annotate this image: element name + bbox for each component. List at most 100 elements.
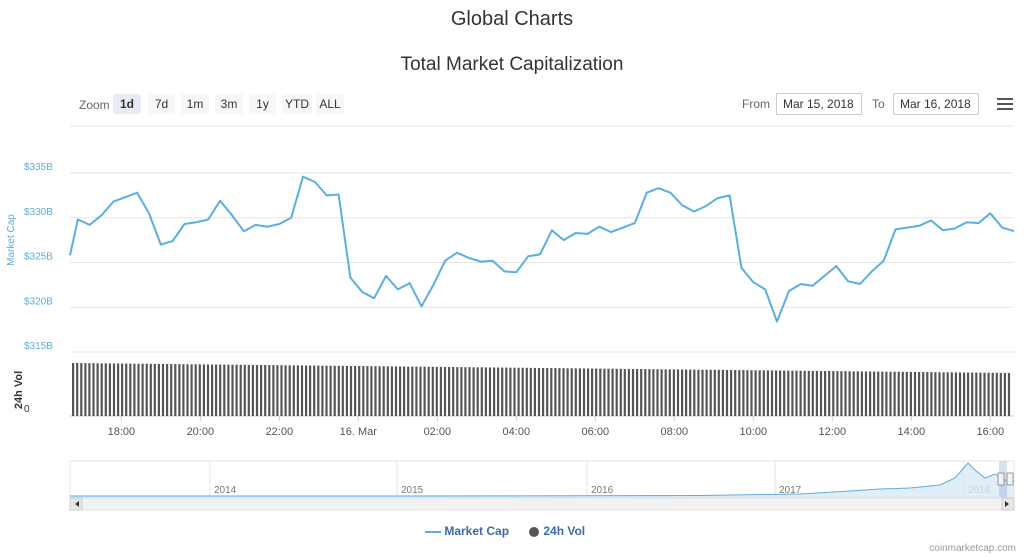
volume-bar: [758, 370, 761, 416]
volume-bar: [574, 368, 577, 416]
legend-24h-vol[interactable]: 24h Vol: [528, 524, 585, 538]
navigator-handle-left[interactable]: [997, 472, 1005, 486]
volume-bar: [464, 367, 467, 416]
volume-bar: [885, 371, 888, 416]
volume-bar: [799, 370, 802, 416]
volume-bar: [803, 370, 806, 416]
volume-bar: [300, 365, 304, 416]
volume-bar: [717, 369, 720, 416]
volume-bar: [505, 367, 508, 416]
x-tick-label: 02:00: [424, 426, 452, 438]
volume-bar: [566, 368, 569, 416]
volume-bar: [725, 370, 729, 416]
x-tick-label: 20:00: [187, 426, 215, 438]
volume-bar: [963, 372, 966, 416]
volume-bar: [235, 364, 238, 416]
volume-bar: [145, 363, 148, 416]
volume-bar: [411, 366, 414, 416]
volume-bar: [509, 367, 512, 416]
volume-bar: [836, 371, 839, 416]
line-swatch-icon: [425, 530, 441, 533]
navigator-handle-right[interactable]: [1006, 472, 1014, 486]
volume-bar: [366, 366, 369, 416]
volume-bar: [713, 369, 716, 416]
volume-bar: [174, 364, 177, 416]
zoom-all-button[interactable]: ALL: [316, 94, 344, 114]
navigator-series-area: [70, 463, 1014, 497]
volume-bar: [92, 363, 95, 416]
legend-24h-vol-label: 24h Vol: [543, 524, 586, 538]
volume-bar: [276, 365, 279, 416]
volume-bar: [750, 370, 753, 416]
from-date-input[interactable]: Mar 15, 2018: [776, 93, 862, 115]
volume-bar: [76, 363, 79, 416]
volume-bar: [260, 365, 263, 416]
volume-bar: [844, 371, 847, 416]
volume-bar: [288, 365, 291, 416]
zoom-1d-button[interactable]: 1d: [113, 94, 141, 114]
x-tick-label: 14:00: [898, 426, 926, 438]
volume-bar: [190, 364, 193, 416]
volume-bar: [824, 371, 827, 416]
volume-bar: [80, 363, 83, 416]
x-tick-label: 16:00: [977, 426, 1005, 438]
x-tick-label: 06:00: [582, 426, 610, 438]
x-tick-label: 12:00: [819, 426, 847, 438]
volume-bar: [636, 369, 639, 416]
volume-bar: [321, 365, 324, 416]
volume-bar: [676, 369, 680, 416]
volume-bar: [971, 372, 974, 416]
volume-bar: [640, 369, 643, 416]
volume-bar: [194, 364, 197, 416]
volume-bar: [623, 368, 626, 416]
volume-bar: [439, 366, 442, 416]
volume-bar: [913, 372, 917, 416]
volume-bar: [672, 369, 675, 416]
volume-bar: [186, 364, 189, 416]
volume-bar: [958, 372, 962, 416]
volume-bar: [108, 363, 111, 416]
navigator-year-label: 2016: [591, 485, 614, 496]
volume-bar: [178, 364, 181, 416]
volume-bar: [995, 372, 998, 416]
volume-bar: [317, 365, 320, 416]
volume-bar: [668, 369, 671, 416]
zoom-7d-button[interactable]: 7d: [148, 94, 175, 114]
volume-bar: [889, 371, 892, 416]
volume-bar: [705, 369, 708, 416]
volume-bar: [856, 371, 859, 416]
volume-bar: [362, 366, 365, 416]
credit-link[interactable]: coinmarketcap.com: [929, 543, 1016, 554]
volume-bar: [819, 371, 823, 416]
volume-bar: [403, 366, 406, 416]
zoom-1m-button[interactable]: 1m: [181, 94, 209, 114]
volume-bar: [112, 363, 116, 416]
scrollbar-track[interactable]: [69, 497, 1015, 511]
volume-bar: [689, 369, 692, 416]
hamburger-menu-icon[interactable]: [997, 98, 1013, 111]
volume-bar: [926, 372, 929, 416]
volume-bar: [493, 367, 496, 416]
legend-market-cap[interactable]: Market Cap: [425, 524, 509, 538]
volume-bar: [431, 366, 434, 416]
market-cap-series-line: [69, 175, 1015, 323]
volume-bar: [125, 363, 128, 416]
volume-bar: [930, 372, 933, 416]
to-date-input[interactable]: Mar 16, 2018: [893, 93, 979, 115]
volume-bar: [399, 366, 402, 416]
volume-bar: [791, 370, 794, 416]
volume-bar: [554, 368, 557, 416]
zoom-3m-button[interactable]: 3m: [215, 94, 243, 114]
volume-bar: [558, 368, 561, 416]
zoom-1y-button[interactable]: 1y: [249, 94, 276, 114]
volume-bar: [129, 363, 132, 416]
volume-bar: [828, 371, 831, 416]
volume-bar: [280, 365, 283, 416]
zoom-ytd-button[interactable]: YTD: [282, 94, 312, 114]
volume-bar: [472, 367, 475, 416]
volume-bar: [562, 368, 565, 416]
volume-bar: [88, 363, 91, 416]
volume-bar: [893, 371, 896, 416]
volume-bar: [881, 371, 884, 416]
